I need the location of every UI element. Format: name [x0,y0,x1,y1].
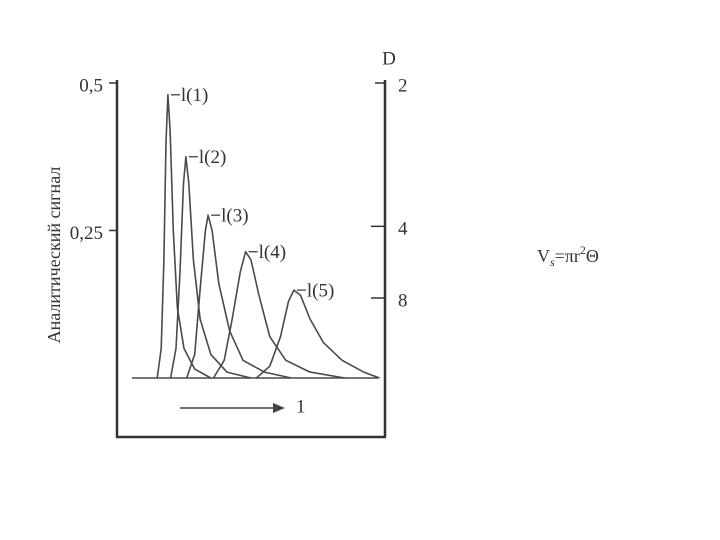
y-tick-label: 0,25 [70,223,103,244]
peak-curve [185,214,292,379]
formula-sup: 2 [580,243,586,257]
formula-part: =πr [555,246,580,266]
formula-part: V [537,246,550,266]
y-tick-label: 0,5 [79,75,103,96]
peak-curve [212,250,345,379]
peak-curve [169,156,252,379]
y2-tick-label: 2 [398,75,408,96]
peak-label: l(1) [181,85,208,106]
peak-label: l(4) [259,242,286,263]
peak-curve [255,289,380,379]
y-label: Аналитический сигнал [44,167,64,344]
peak-curve [156,94,212,379]
y2-tick-label: 4 [398,219,408,240]
formula-part: Θ [586,246,599,266]
arrow-head [273,403,285,413]
peak-label: l(2) [199,147,226,168]
peak-label: l(5) [307,280,334,301]
x-label: 1 [296,396,306,417]
y2-label: D [382,48,396,69]
formula-sub: s [550,255,555,269]
formula: Vs=πr2Θ [537,243,599,269]
peak-label: l(3) [221,206,248,227]
y2-tick-label: 8 [398,290,408,311]
